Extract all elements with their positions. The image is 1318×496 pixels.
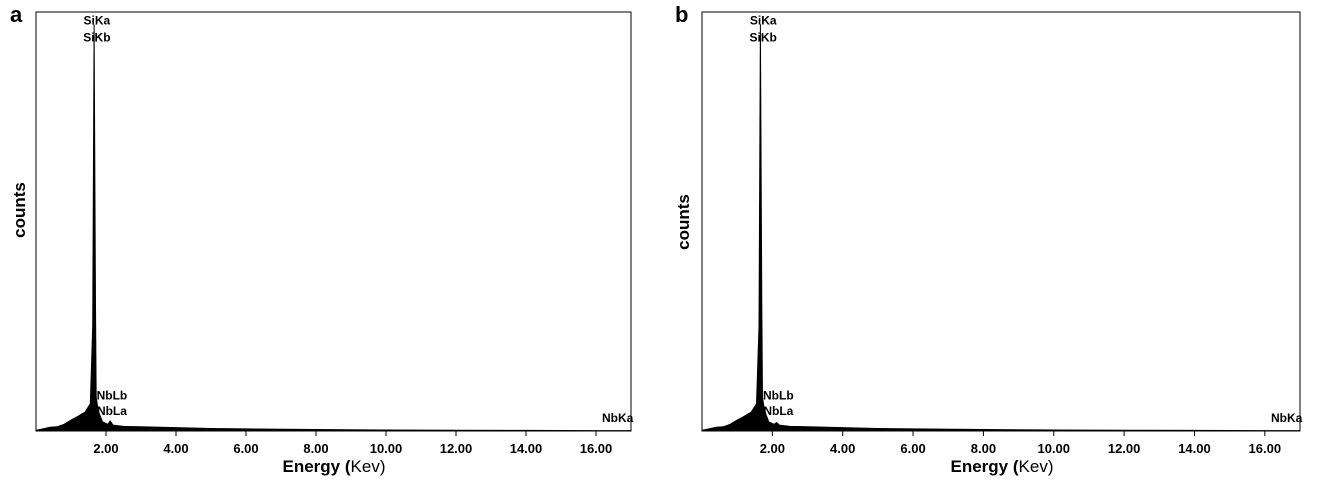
- peak-label-nbla: NbLa: [763, 404, 793, 418]
- peak-label-sikb: SiKb: [83, 30, 110, 44]
- peak-label-nblb: NbLb: [763, 389, 794, 403]
- x-axis-label: Energy (Kev): [951, 457, 1054, 476]
- x-tick-label: 4.00: [830, 441, 855, 456]
- panel-label: a: [10, 2, 23, 27]
- x-tick-label: 8.00: [971, 441, 996, 456]
- x-axis-label-text: Energy: [951, 457, 1009, 476]
- spectrum-series: [701, 24, 1301, 432]
- peak-label-sika: SiKa: [750, 14, 777, 28]
- x-tick-label: 6.00: [233, 441, 258, 456]
- x-tick-label: 10.00: [1037, 441, 1070, 456]
- spectrum-chart-b: b counts 2.00 4.00 6.00 8.00 10.00 12.00 14.00…: [674, 2, 1303, 476]
- x-tick-label: 2.00: [760, 441, 785, 456]
- x-tick-label: 16.00: [1249, 441, 1282, 456]
- x-tick-label: 2.00: [93, 441, 118, 456]
- spectrum-series: [35, 24, 632, 432]
- x-tick-label: 12.00: [440, 441, 473, 456]
- spectrum-panel-a: a counts 2.00 4.00 6.00 8.00 10.00 12.00 14.00…: [10, 2, 634, 476]
- spectrum-panel-b: b counts 2.00 4.00 6.00 8.00 10.00 12.00 14.00…: [659, 0, 1318, 496]
- x-tick-label: 16.00: [580, 441, 613, 456]
- x-axis-unit: Kev: [351, 457, 381, 476]
- peak-label-nblb: NbLb: [97, 389, 128, 403]
- plot-frame: [701, 11, 1301, 432]
- y-axis-label: counts: [10, 182, 29, 238]
- x-axis-unit: Kev: [1019, 457, 1049, 476]
- x-tick-label: 14.00: [1178, 441, 1211, 456]
- x-axis-label-text: Energy: [283, 457, 341, 476]
- x-tick-label: 12.00: [1108, 441, 1141, 456]
- spectrum-chart-a: a counts 2.00 4.00 6.00 8.00 10.00 12.00 14.00…: [10, 2, 634, 476]
- peak-label-sikb: SiKb: [750, 30, 777, 44]
- peak-label-nbla: NbLa: [97, 404, 127, 418]
- x-axis-label: Energy (Kev): [283, 457, 386, 476]
- x-tick-label: 8.00: [303, 441, 328, 456]
- panel-label: b: [675, 2, 688, 27]
- x-tick-label: 6.00: [900, 441, 925, 456]
- x-tick-label: 10.00: [370, 441, 403, 456]
- plot-frame: [35, 11, 632, 432]
- peak-label-sika: SiKa: [84, 14, 111, 28]
- peak-label-nbka: NbKa: [602, 411, 634, 425]
- x-tick-label: 14.00: [510, 441, 543, 456]
- x-tick-label: 4.00: [163, 441, 188, 456]
- peak-label-nbka: NbKa: [1271, 411, 1303, 425]
- y-axis-label: counts: [674, 194, 693, 250]
